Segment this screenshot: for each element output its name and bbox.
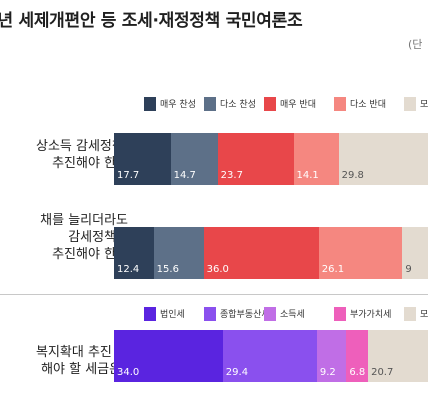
data-label: 34.0 — [117, 367, 140, 378]
legend-label: 모름 — [420, 310, 428, 320]
legend-label: 다소 반대 — [350, 100, 386, 110]
bar-segment: 17.7 — [114, 133, 171, 185]
legend-label: 법인세 — [160, 310, 185, 320]
question-line: 감세정책을 — [68, 230, 128, 245]
question-line: 복지확대 추진 시 — [36, 345, 128, 360]
legend-swatch — [334, 307, 346, 321]
data-label: 6.8 — [349, 367, 366, 378]
stacked-bar-2: 12.4 15.6 36.0 26.1 9 — [114, 227, 428, 279]
legend-swatch — [144, 307, 156, 321]
data-label: 17.7 — [117, 170, 140, 181]
legend-label: 매우 반대 — [280, 100, 316, 110]
legend-label: 매우 찬성 — [160, 100, 196, 110]
legend-label: 소득세 — [280, 310, 305, 320]
legend-tax: 법인세 종합부동산세 소득세 부가가치세 모름 — [144, 304, 428, 324]
bar-segment: 34.0 — [114, 330, 223, 382]
bar-segment: 9.2 — [316, 330, 347, 382]
stacked-bar-1: 17.7 14.7 23.7 14.1 29.8 — [114, 133, 428, 185]
legend-swatch — [404, 97, 416, 111]
legend-swatch — [264, 307, 276, 321]
legend-label: 다소 찬성 — [220, 100, 256, 110]
bar-segment: 12.4 — [114, 227, 154, 279]
data-label: 36.0 — [206, 264, 229, 275]
question-line: 상소득 감세정책, — [36, 139, 128, 154]
question-line: 추진해야 한다 — [52, 156, 128, 171]
question-label-1: 상소득 감세정책, 추진해야 한다 — [36, 138, 128, 172]
bar-segment: 23.7 — [217, 133, 294, 185]
legend-opinion: 매우 찬성 다소 찬성 매우 반대 다소 반대 모름 — [144, 94, 428, 114]
bar-segment: 9 — [402, 227, 428, 279]
data-label: 14.1 — [296, 170, 319, 181]
legend-swatch — [144, 97, 156, 111]
legend-swatch — [334, 97, 346, 111]
bar-segment: 15.6 — [153, 227, 204, 279]
bar-segment: 36.0 — [203, 227, 319, 279]
question-line: 해야 할 세금은? — [41, 362, 128, 377]
bar-segment: 20.7 — [368, 330, 428, 382]
legend-swatch — [404, 307, 416, 321]
question-line: 채를 늘리더라도 — [40, 213, 128, 228]
question-line: 추진해야 한다 — [52, 247, 128, 262]
data-label: 23.7 — [220, 170, 243, 181]
data-label: 9 — [405, 264, 412, 275]
legend-label: 모름 — [420, 100, 428, 110]
data-label: 15.6 — [156, 264, 179, 275]
bar-segment: 26.1 — [318, 227, 403, 279]
bar-segment: 29.4 — [222, 330, 317, 382]
bar-segment: 29.8 — [338, 133, 428, 185]
bar-segment: 14.1 — [293, 133, 339, 185]
data-label: 14.7 — [173, 170, 196, 181]
bar-segment: 6.8 — [346, 330, 369, 382]
stacked-bar-3: 34.0 29.4 9.2 6.8 20.7 — [114, 330, 428, 382]
legend-label: 종합부동산세 — [220, 310, 270, 320]
data-label: 29.8 — [341, 170, 364, 181]
data-label: 20.7 — [371, 367, 394, 378]
data-label: 29.4 — [225, 367, 249, 378]
data-label: 9.2 — [319, 367, 336, 378]
section-divider — [0, 294, 428, 295]
chart-title: 5년 세제개편안 등 조세·재정정책 국민여론조 — [0, 11, 303, 31]
legend-swatch — [264, 97, 276, 111]
legend-label: 부가가치세 — [350, 310, 392, 320]
bar-segment: 14.7 — [170, 133, 218, 185]
data-label: 26.1 — [321, 264, 345, 275]
data-label: 12.4 — [117, 264, 140, 275]
unit-label: (단 — [408, 38, 423, 51]
legend-swatch — [204, 97, 216, 111]
legend-swatch — [204, 307, 216, 321]
